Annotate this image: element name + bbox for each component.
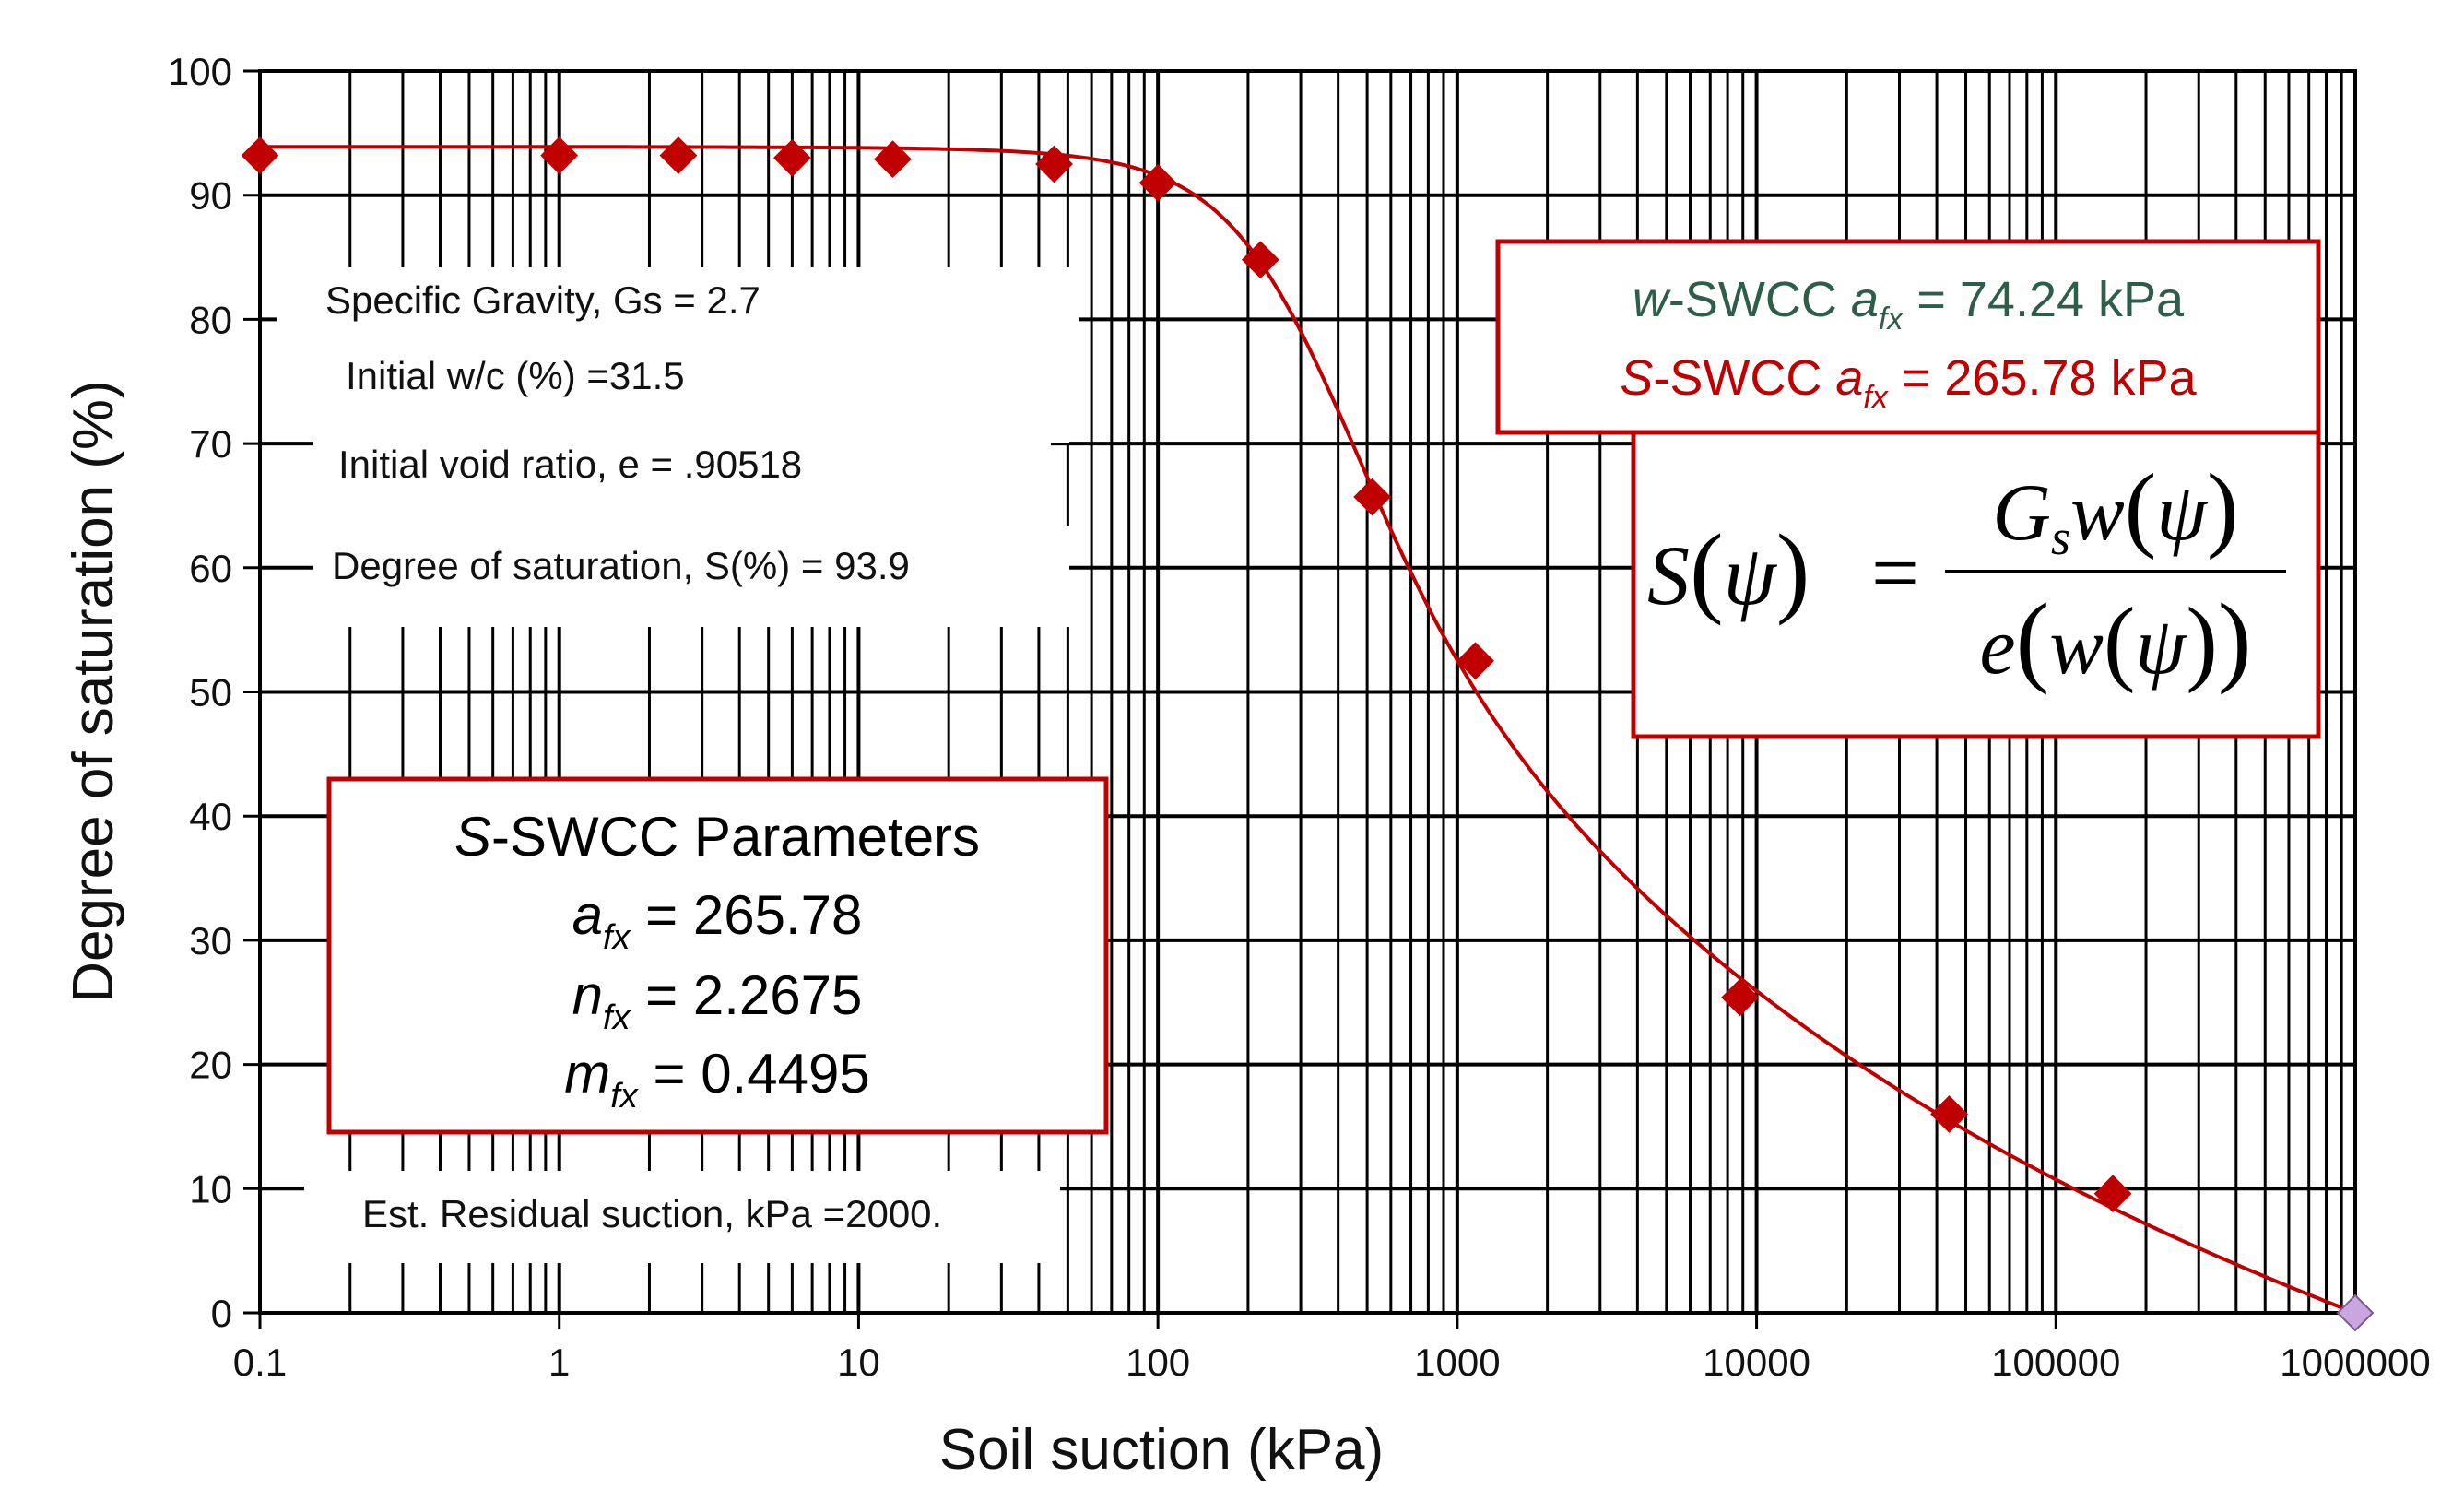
swcc-a-box xyxy=(1495,239,2321,435)
y-tick-label: 90 xyxy=(189,174,232,218)
y-tick-label: 0 xyxy=(211,1292,232,1335)
axis-ticks: 0.1 1 10 100 1000 10000 100000 1000000 0 10 20 30 40… xyxy=(168,50,2431,1384)
info-text-line: Est. Residual suction, kPa =2000. xyxy=(362,1192,942,1235)
data-point-diamond xyxy=(772,138,811,177)
annotation-boxes: w-SWCC afx = 74.24 kPa S-SWCC afx = 265.7… xyxy=(326,239,2321,1135)
data-point-diamond xyxy=(1138,163,1177,202)
data-point-diamond xyxy=(1241,241,1279,279)
x-tick-label: 0.1 xyxy=(233,1341,287,1384)
info-text-line: Initial void ratio, e = .90518 xyxy=(338,443,802,486)
parameters-box xyxy=(326,776,1109,1135)
data-point-diamond xyxy=(241,136,279,175)
data-point-diamond xyxy=(659,136,698,175)
data-point-diamond xyxy=(540,136,579,175)
parameter-row: afx = 265.78 xyxy=(572,884,863,957)
data-point-diamond xyxy=(1721,978,1759,1017)
data-point-diamond xyxy=(1456,642,1494,680)
y-tick-label: 30 xyxy=(189,919,232,963)
y-tick-label: 50 xyxy=(189,671,232,715)
x-tick-label: 1 xyxy=(548,1341,570,1384)
data-markers xyxy=(241,136,2375,1332)
x-tick-label: 1000000 xyxy=(2280,1341,2431,1384)
data-point-diamond xyxy=(1035,145,1073,183)
x-tick-label: 1000 xyxy=(1414,1341,1500,1384)
w-swcc-line: w-SWCC afx = 74.24 kPa xyxy=(1633,272,2185,337)
y-axis-title: Degree of saturation (%) xyxy=(62,380,125,1002)
data-point-diamond xyxy=(874,140,912,179)
equation-numerator: Gsw(ψ) xyxy=(1992,455,2238,565)
info-text-line: Specific Gravity, Gs = 2.7 xyxy=(325,278,760,322)
x-tick-label: 100 xyxy=(1126,1341,1190,1384)
y-tick-label: 100 xyxy=(168,50,232,93)
text-backdrop xyxy=(304,1171,1060,1263)
equation-denominator: e(w(ψ)) xyxy=(1980,583,2252,695)
y-tick-label: 60 xyxy=(189,547,232,590)
y-tick-label: 80 xyxy=(189,298,232,341)
data-point-diamond xyxy=(1353,478,1392,516)
s-swcc-fit-curve xyxy=(260,145,2356,1315)
s-swcc-line: S-SWCC afx = 265.78 kPa xyxy=(1620,350,2197,415)
equation-lhs: S(ψ) xyxy=(1647,514,1810,626)
x-tick-label: 100000 xyxy=(1991,1341,2120,1384)
y-tick-label: 10 xyxy=(189,1167,232,1211)
text-backdrop xyxy=(313,526,1069,627)
info-text-line: Initial w/c (%) =31.5 xyxy=(346,354,685,397)
text-backdrop xyxy=(313,350,1069,443)
x-axis-title: Soil suction (kPa) xyxy=(939,1418,1384,1482)
y-tick-label: 20 xyxy=(189,1044,232,1087)
text-backdrop xyxy=(277,267,1079,360)
data-point-diamond xyxy=(2336,1293,2375,1332)
equation-equals: = xyxy=(1871,526,1919,620)
data-point-diamond xyxy=(2093,1175,2132,1213)
y-tick-label: 70 xyxy=(189,422,232,466)
parameter-row: mfx = 0.4495 xyxy=(564,1043,869,1116)
parameters-title: S-SWCC Parameters xyxy=(454,806,980,868)
text-backdrop xyxy=(313,433,1051,526)
parameter-row: nfx = 2.2675 xyxy=(572,964,863,1037)
data-point-diamond xyxy=(1930,1095,1968,1133)
info-text-line: Degree of saturation, S(%) = 93.9 xyxy=(332,544,910,587)
equation-box xyxy=(1631,430,2321,739)
x-tick-label: 10000 xyxy=(1703,1341,1810,1384)
x-tick-label: 10 xyxy=(837,1341,880,1384)
y-tick-label: 40 xyxy=(189,795,232,838)
